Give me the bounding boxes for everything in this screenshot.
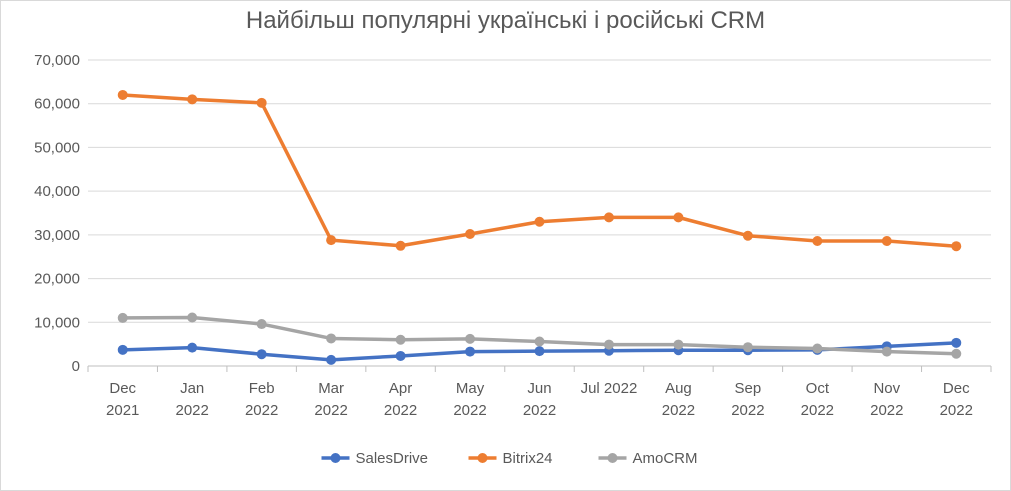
legend-item-salesdrive: SalesDrive	[321, 450, 429, 467]
data-point	[881, 346, 892, 357]
data-point	[117, 312, 128, 323]
x-tick-label: Nov 2022	[870, 380, 903, 419]
data-point	[117, 89, 128, 100]
axes: 0 10,000 20,000 30,000 40,000 50,000 60,000 70,…	[34, 52, 992, 419]
legend-label: Bitrix24	[503, 450, 553, 467]
data-point	[742, 230, 753, 241]
data-point	[812, 343, 823, 354]
data-point	[673, 212, 684, 223]
data-point	[603, 212, 614, 223]
data-point	[256, 349, 267, 360]
data-point	[951, 348, 962, 359]
y-tick-label: 10,000	[34, 314, 80, 331]
series-bitrix24	[117, 89, 962, 252]
data-point	[187, 312, 198, 323]
data-point	[742, 342, 753, 353]
y-tick-label: 70,000	[34, 52, 80, 69]
y-tick-label: 20,000	[34, 271, 80, 288]
x-tick-label: Feb 2022	[245, 380, 278, 419]
legend-item-amocrm: AmoCRM	[598, 450, 698, 467]
y-tick-label: 50,000	[34, 139, 80, 156]
data-point	[465, 228, 476, 239]
x-tick-label: May 2022	[453, 380, 486, 419]
data-point	[465, 333, 476, 344]
data-point	[187, 342, 198, 353]
x-tick-label: Mar 2022	[314, 380, 347, 419]
data-point	[326, 235, 337, 246]
legend-label: AmoCRM	[633, 450, 698, 467]
data-point	[881, 235, 892, 246]
data-point	[326, 333, 337, 344]
x-tick-label: Dec 2022	[940, 380, 973, 419]
legend-swatch-marker	[607, 453, 618, 463]
y-tick-label: 60,000	[34, 96, 80, 113]
data-point	[395, 350, 406, 361]
data-point	[951, 241, 962, 252]
legend: SalesDrive Bitrix24 AmoCRM	[321, 450, 698, 467]
y-tick-label: 30,000	[34, 227, 80, 244]
x-tick-label: Oct 2022	[801, 380, 834, 419]
x-tick-label: Jan 2022	[176, 380, 209, 419]
data-point	[326, 354, 337, 365]
data-point	[603, 339, 614, 350]
data-point	[187, 94, 198, 105]
legend-swatch-marker	[477, 453, 488, 463]
data-point	[534, 216, 545, 227]
x-tick-label: Apr 2022	[384, 380, 417, 419]
x-tick-label: Aug 2022	[662, 380, 695, 419]
data-point	[256, 97, 267, 108]
data-point	[534, 346, 545, 357]
legend-label: SalesDrive	[356, 450, 429, 467]
x-tick-label: Jul 2022	[581, 380, 638, 397]
data-point	[117, 344, 128, 355]
data-point	[256, 319, 267, 330]
data-point	[534, 336, 545, 347]
series	[117, 89, 962, 365]
x-tick-label: Sep 2022	[731, 380, 764, 419]
data-point	[812, 235, 823, 246]
legend-swatch-marker	[330, 453, 341, 463]
x-tick-label: Jun 2022	[523, 380, 556, 419]
x-tick-label: Dec 2021	[106, 380, 139, 419]
series-amocrm	[117, 312, 962, 359]
chart-title: Найбільш популярні українські і російськ…	[245, 7, 766, 34]
data-point	[673, 339, 684, 350]
legend-item-bitrix24: Bitrix24	[468, 450, 553, 467]
data-point	[951, 337, 962, 348]
data-point	[395, 334, 406, 345]
y-tick-label: 0	[72, 358, 80, 375]
data-point	[395, 240, 406, 251]
y-tick-label: 40,000	[34, 183, 80, 200]
data-point	[465, 346, 476, 357]
